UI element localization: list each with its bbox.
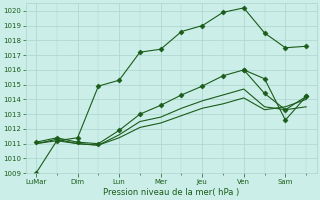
X-axis label: Pression niveau de la mer( hPa ): Pression niveau de la mer( hPa )	[103, 188, 239, 197]
